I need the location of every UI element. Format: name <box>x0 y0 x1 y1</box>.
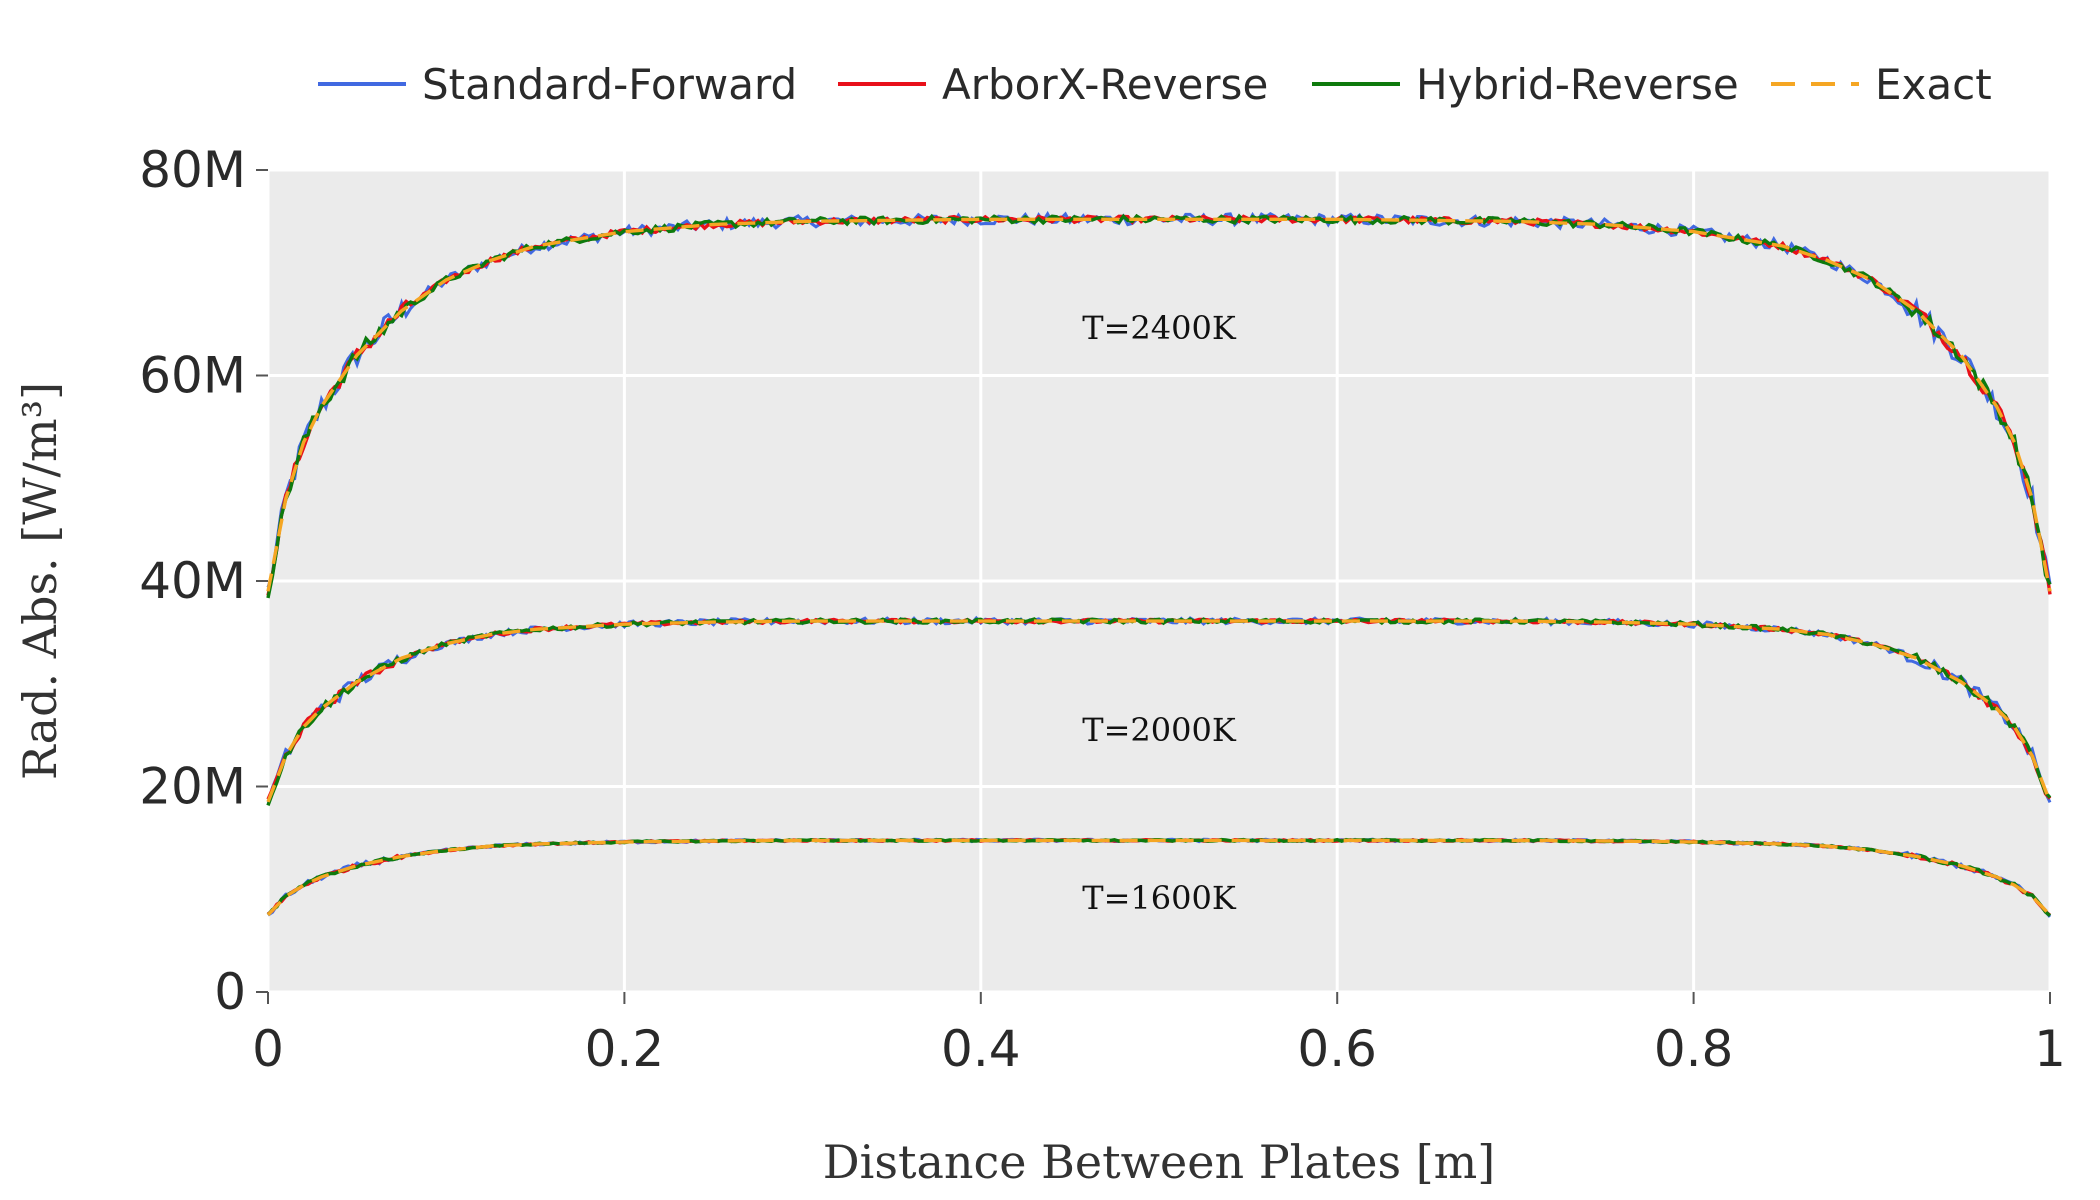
annotations: T=2400K T=2000K T=1600K <box>1082 309 1237 917</box>
y-tick-label: 80M <box>139 141 246 199</box>
series-line-exact <box>266 619 2052 803</box>
legend-label: Hybrid-Reverse <box>1416 60 1739 109</box>
legend-label: ArborX-Reverse <box>942 60 1268 109</box>
y-tick-label: 0 <box>214 963 246 1021</box>
x-tick-label: 0.6 <box>1297 1020 1377 1078</box>
y-tick-label: 20M <box>139 758 246 816</box>
temperature-annotation: T=2000K <box>1082 711 1237 749</box>
x-tick-label: 0.2 <box>585 1020 665 1078</box>
y-tick-label: 60M <box>139 347 246 405</box>
series-layer <box>266 210 2052 918</box>
grid <box>266 168 2052 994</box>
x-tick-label: 0 <box>252 1020 284 1078</box>
x-tick-label: 0.8 <box>1654 1020 1734 1078</box>
x-tick-label: 0.4 <box>941 1020 1021 1078</box>
legend-label: Exact <box>1875 60 1992 109</box>
y-axis-title: Rad. Abs. [W/m³] <box>13 382 67 780</box>
x-tick-label: 1 <box>2034 1020 2066 1078</box>
axis-ticks: 0 0.2 0.4 0.6 0.8 1 0 20M 40M 60M 80M <box>139 141 2066 1078</box>
legend-label: Standard-Forward <box>422 60 797 109</box>
x-axis-title: Distance Between Plates [m] <box>823 1135 1495 1189</box>
legend: Standard-Forward ArborX-Reverse Hybrid-Rev… <box>318 60 1992 109</box>
series-line-exact <box>266 838 2052 917</box>
y-tick-label: 40M <box>139 552 246 610</box>
series-line-exact <box>266 217 2052 592</box>
temperature-annotation: T=2400K <box>1082 309 1237 347</box>
temperature-annotation: T=1600K <box>1082 879 1237 917</box>
